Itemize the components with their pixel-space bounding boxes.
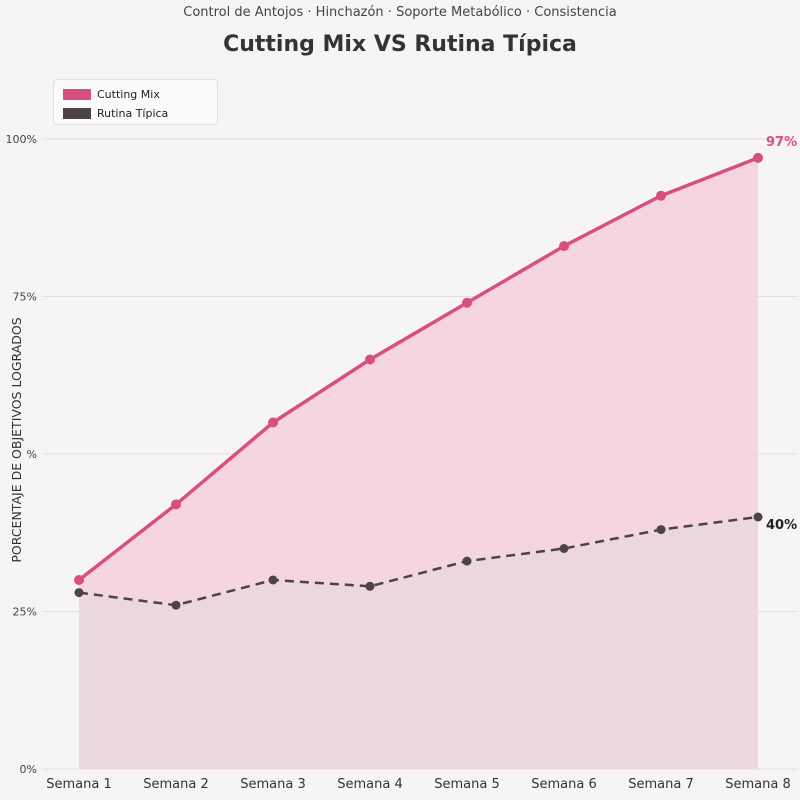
x-tick-label-1: Semana 2 [143,777,209,792]
point-series-0-2 [268,417,278,428]
point-layer [74,152,763,610]
x-tick-label-2: Semana 3 [240,777,306,792]
x-tick-label-5: Semana 6 [531,777,597,792]
point-series-0-1 [171,499,181,510]
point-series-0-6 [656,190,666,201]
line-series-0 [77,156,759,582]
point-series-0-5 [559,241,569,252]
point-series-1-5 [559,544,569,553]
point-series-1-6 [656,525,666,535]
point-series-1-7 [753,512,763,522]
y-tick-label-0: 0% [20,763,37,776]
y-tick-label-3: 75% [13,291,37,304]
chart-subtitle: Control de Antojos · Hinchazón · Soporte… [183,5,617,20]
x-tick-label-7: Semana 8 [725,777,791,792]
point-series-1-0 [74,588,84,598]
point-series-0-4 [462,297,472,308]
label-layer: 0% 25%% 75% 100% Semana 1 Semana 2 Semana 3 Sem… [6,133,798,792]
area-layer [79,157,758,769]
legend-item-rutina-tipica: Rutina Típica [63,105,168,121]
point-series-1-4 [462,556,472,566]
x-tick-label-4: Semana 5 [434,777,500,792]
y-tick-label-2: % [27,448,37,461]
x-tick-label-3: Semana 4 [337,777,403,792]
point-series-1-1 [171,600,181,610]
legend-label-rutina-tipica: Rutina Típica [97,106,169,120]
line-layer [77,156,759,607]
y-tick-label-1: 25% [13,606,37,619]
chart-legend: Cutting Mix Rutina Típica [53,79,218,125]
y-tick-label-4: 100% [6,133,37,146]
legend-swatch-rutina-tipica [63,107,91,119]
point-series-1-2 [268,575,278,585]
legend-swatch-cutting-mix [63,88,91,100]
end-label-series-1: 40% [766,518,797,533]
chart-title: Cutting Mix VS Rutina Típica [223,32,577,57]
point-series-0-7 [753,152,763,163]
x-tick-label-6: Semana 7 [628,777,694,792]
point-series-1-3 [365,581,375,591]
end-label-series-0: 97% [766,135,797,150]
x-tick-label-0: Semana 1 [46,777,112,792]
area-fill-series-1 [79,517,758,769]
y-axis-label: PORCENTAJE DE OBJETIVOS LOGRADOS [9,317,24,562]
legend-item-cutting-mix: Cutting Mix [63,86,160,102]
legend-label-cutting-mix: Cutting Mix [97,87,160,101]
point-series-0-0 [74,575,84,585]
point-series-0-3 [365,354,375,365]
line-series-1 [78,515,759,607]
